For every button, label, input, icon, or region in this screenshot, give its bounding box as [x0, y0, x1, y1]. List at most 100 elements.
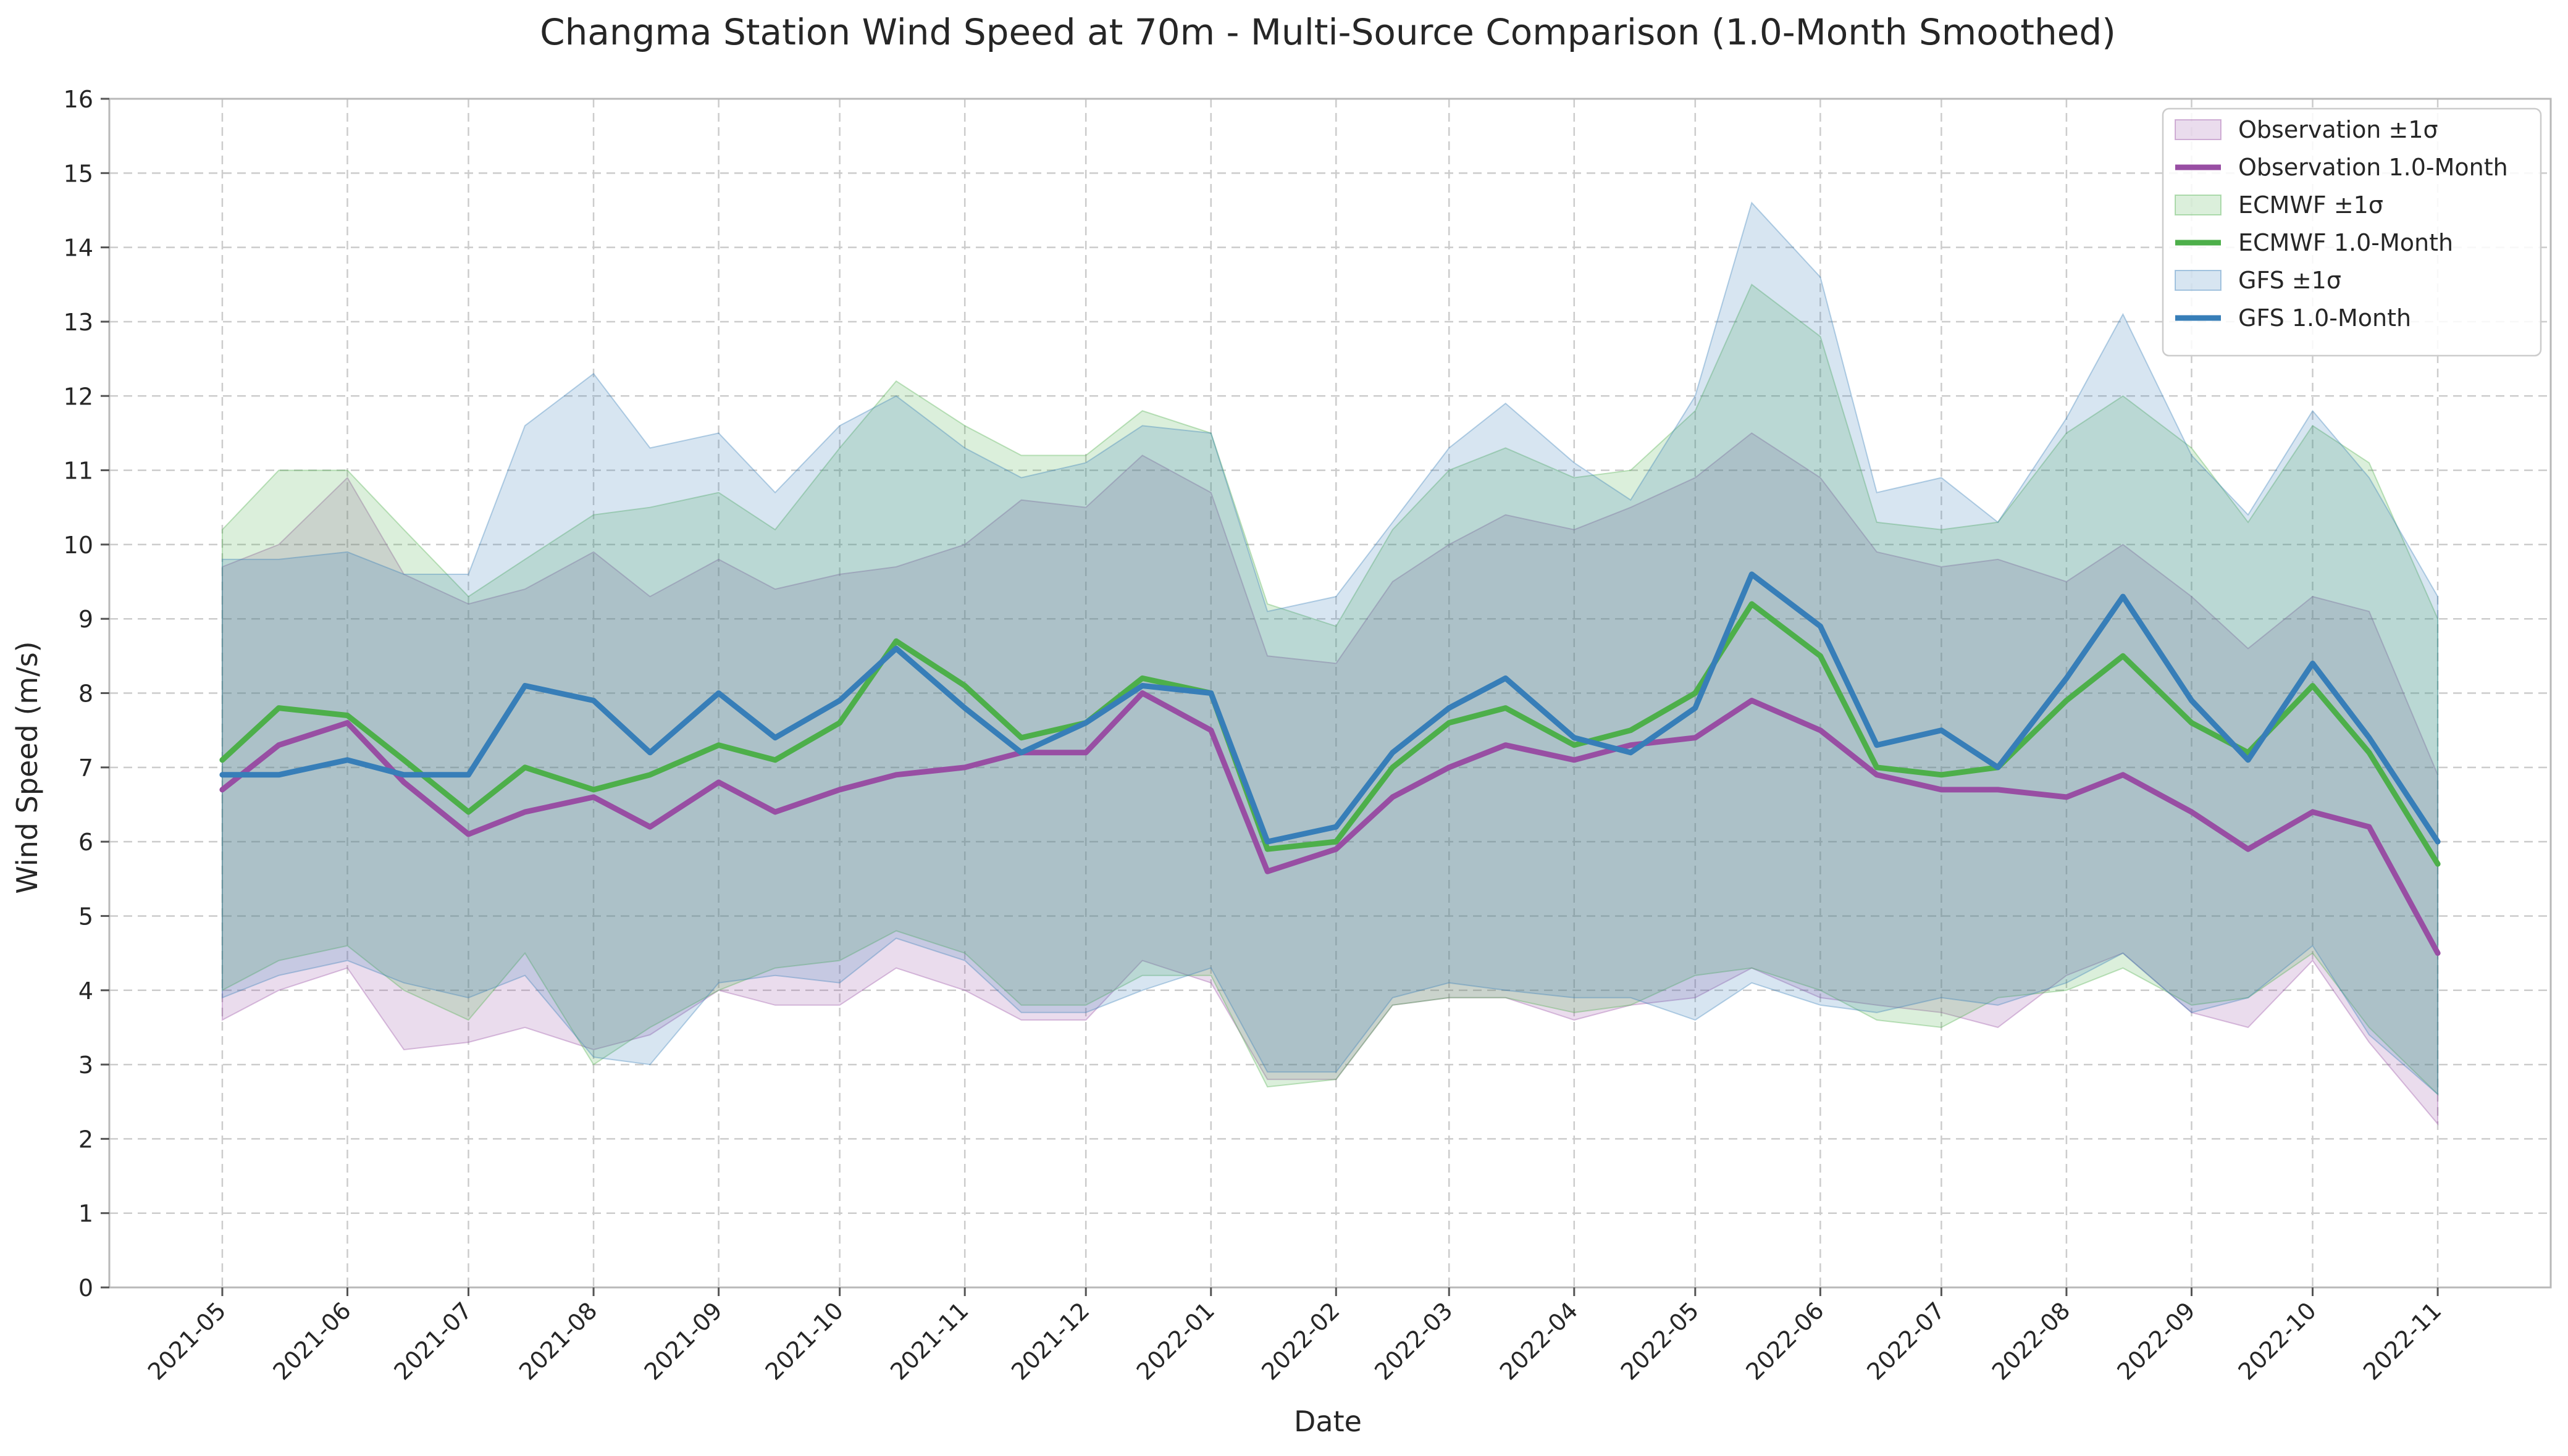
data-point [2121, 773, 2125, 777]
data-point [894, 773, 898, 777]
data-point [717, 743, 721, 747]
y-tick-label: 4 [78, 977, 93, 1005]
data-point [523, 810, 527, 814]
data-point [1447, 706, 1451, 710]
data-point [963, 706, 967, 710]
data-point [1996, 766, 2000, 769]
data-point [1084, 721, 1088, 725]
data-point [345, 721, 349, 725]
data-point [1334, 825, 1338, 829]
data-point [1818, 624, 1822, 628]
series-band-3 [221, 201, 2439, 1096]
y-tick-label: 8 [78, 680, 93, 708]
data-point [1572, 758, 1576, 762]
band-layer [221, 201, 2439, 1126]
data-point [838, 699, 842, 703]
data-point [1391, 766, 1395, 769]
data-point [467, 810, 471, 814]
data-point [1141, 684, 1144, 687]
data-point [717, 780, 721, 784]
data-point [1209, 692, 1213, 695]
data-point [894, 639, 898, 643]
y-tick-label: 11 [64, 458, 93, 485]
data-point [773, 810, 777, 814]
data-point [1939, 773, 1943, 777]
y-tick-label: 12 [64, 383, 93, 410]
data-point [1750, 602, 1753, 606]
legend-swatch-band [2175, 195, 2222, 215]
data-point [2065, 795, 2068, 799]
data-point [277, 773, 280, 777]
chart-title: Changma Station Wind Speed at 70m - Mult… [540, 11, 2116, 53]
y-tick-label: 10 [64, 532, 93, 559]
data-point [838, 788, 842, 792]
data-point [220, 758, 224, 762]
data-point [345, 758, 349, 762]
legend-box [2162, 107, 2542, 357]
data-point [1996, 788, 2000, 792]
legend-label: ECMWF 1.0-Month [2238, 229, 2453, 256]
data-point [220, 788, 224, 792]
data-point [2367, 751, 2371, 755]
legend: Observation ±1σ Observation 1.0-Month ECMW… [2162, 107, 2542, 357]
data-point [1572, 736, 1576, 740]
y-tick-label: 3 [78, 1052, 93, 1079]
data-point [2121, 654, 2125, 658]
y-tick-label: 13 [64, 309, 93, 336]
data-point [894, 646, 898, 650]
data-point [402, 780, 406, 784]
legend-label: ECMWF ±1σ [2238, 191, 2383, 219]
data-point [1504, 676, 1508, 680]
data-point [1939, 788, 1943, 792]
y-tick-label: 14 [64, 235, 93, 262]
legend-label: Observation ±1σ [2238, 116, 2438, 143]
data-point [1629, 751, 1632, 755]
data-point [2065, 699, 2068, 703]
data-point [467, 773, 471, 777]
data-point [467, 832, 471, 836]
data-point [2189, 721, 2193, 725]
data-point [277, 743, 280, 747]
legend-label: Observation 1.0-Month [2238, 154, 2508, 181]
data-point [523, 766, 527, 769]
data-point [1875, 766, 1879, 769]
data-point [1265, 840, 1269, 843]
y-tick-label: 9 [78, 606, 93, 633]
data-point [1750, 699, 1753, 703]
data-point [1572, 743, 1576, 747]
data-point [2367, 825, 2371, 829]
data-point [2065, 676, 2068, 680]
data-point [648, 773, 652, 777]
legend-swatch-band [2175, 270, 2222, 291]
data-point [1447, 721, 1451, 725]
series-line-3 [219, 571, 2441, 845]
data-point [1020, 751, 1023, 755]
data-point [2311, 684, 2315, 687]
legend-label: GFS ±1σ [2238, 267, 2341, 294]
data-point [1818, 729, 1822, 732]
line-layer [219, 571, 2441, 956]
data-point [2436, 862, 2440, 866]
data-point [523, 684, 527, 687]
data-point [277, 706, 280, 710]
data-point [1693, 706, 1697, 710]
x-axis-label: Date [1294, 1405, 1362, 1438]
data-point [1209, 729, 1213, 732]
data-point [1693, 736, 1697, 740]
data-point [1447, 766, 1451, 769]
data-point [773, 758, 777, 762]
data-point [1750, 572, 1753, 576]
data-point [2121, 595, 2125, 598]
data-point [648, 751, 652, 755]
data-point [2189, 810, 2193, 814]
data-point [220, 773, 224, 777]
y-tick-label: 7 [78, 755, 93, 782]
data-point [1504, 743, 1508, 747]
data-point [717, 692, 721, 695]
series-band-1 [221, 432, 2439, 1126]
data-point [2311, 661, 2315, 665]
data-point [773, 736, 777, 740]
data-point [1391, 751, 1395, 755]
